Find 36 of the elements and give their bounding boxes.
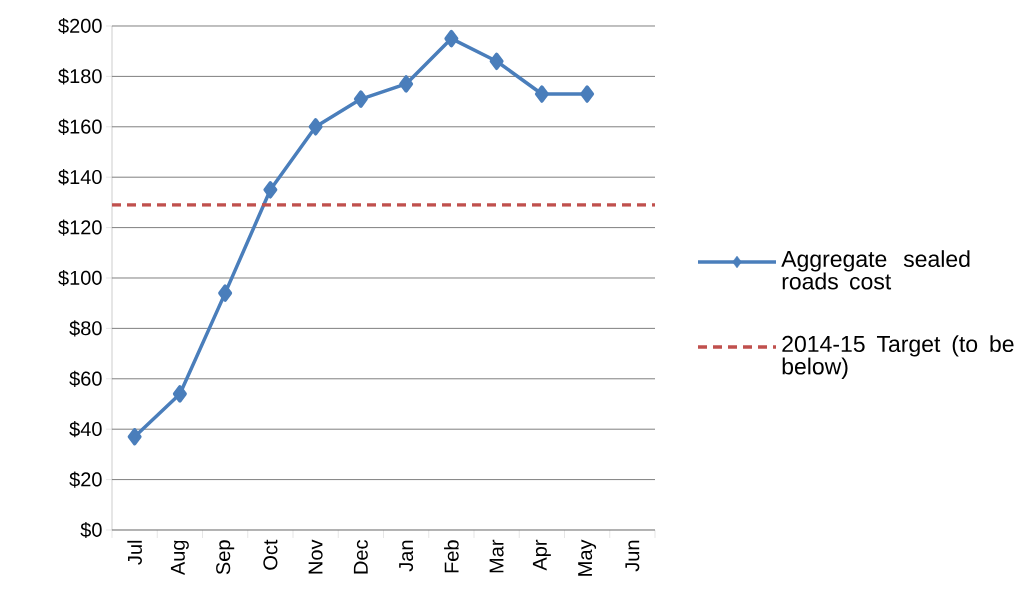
point xyxy=(172,385,187,403)
point xyxy=(534,85,549,103)
y-tick-label: $200 xyxy=(58,17,102,35)
point xyxy=(444,29,459,48)
legend-label: 2014-15 Target (to be below) xyxy=(782,335,1014,380)
x-tick-label: Dec xyxy=(353,540,368,574)
point xyxy=(218,284,233,302)
y-tick-label: $20 xyxy=(69,471,102,488)
y-tick-label: $120 xyxy=(58,219,102,236)
point xyxy=(489,52,504,71)
y-tick-label: $100 xyxy=(58,269,102,287)
point xyxy=(399,75,414,93)
x-tick-label: Feb xyxy=(444,540,459,573)
point xyxy=(263,181,278,199)
point xyxy=(308,118,323,136)
point xyxy=(353,90,368,108)
y-tick-label: $40 xyxy=(69,421,102,438)
x-tick-label: Jun xyxy=(625,540,640,572)
y-tick-label: $180 xyxy=(58,68,102,85)
point xyxy=(127,428,142,446)
x-tick-label: Apr xyxy=(532,539,551,571)
y-tick-label: $80 xyxy=(69,320,102,337)
x-tick-label: Oct xyxy=(263,539,278,570)
x-tick-label: Aug xyxy=(170,540,189,576)
x-tick-label: Nov xyxy=(308,539,323,574)
x-tick-label: May xyxy=(578,539,597,576)
x-tick-label: Jan xyxy=(399,540,414,572)
y-tick-label: $160 xyxy=(58,118,102,135)
x-tick-label: Sep xyxy=(216,540,235,575)
x-tick-label: Jul xyxy=(127,540,142,565)
y-tick-label: $0 xyxy=(80,521,102,539)
x-tick-label: Mar xyxy=(489,539,504,573)
y-tick-label: $60 xyxy=(69,370,102,387)
point xyxy=(580,85,595,103)
y-tick-label: $140 xyxy=(58,169,102,186)
legend-label: Aggregate sealed roads cost xyxy=(781,250,970,290)
